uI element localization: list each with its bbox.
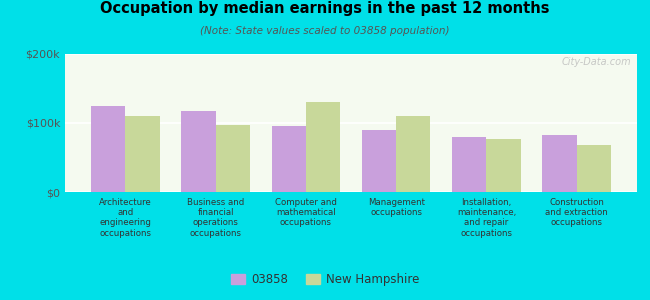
Text: (Note: State values scaled to 03858 population): (Note: State values scaled to 03858 popu…	[200, 26, 450, 35]
Bar	[396, 116, 430, 192]
Bar	[272, 126, 306, 192]
Bar	[362, 130, 396, 192]
Bar	[486, 139, 521, 192]
Text: City-Data.com: City-Data.com	[562, 57, 631, 67]
Bar	[452, 137, 486, 192]
Bar	[542, 135, 577, 192]
Bar	[125, 116, 160, 192]
Bar	[216, 125, 250, 192]
Text: Occupation by median earnings in the past 12 months: Occupation by median earnings in the pas…	[100, 2, 550, 16]
Bar	[181, 111, 216, 192]
Bar	[306, 102, 340, 192]
Bar	[577, 145, 611, 192]
Bar	[91, 106, 125, 192]
Legend: 03858, New Hampshire: 03858, New Hampshire	[226, 269, 424, 291]
